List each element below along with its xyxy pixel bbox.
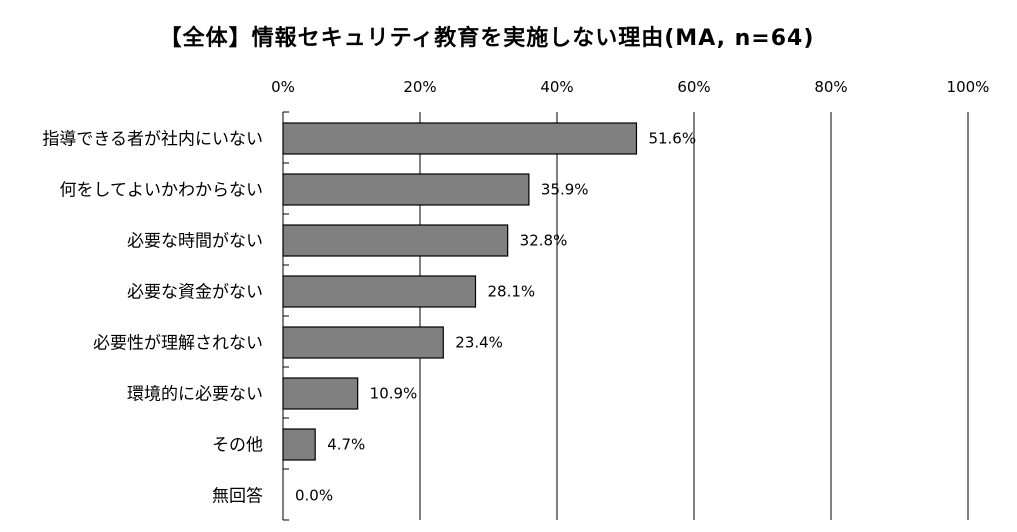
data-label: 28.1% <box>487 283 535 301</box>
bar <box>282 326 444 359</box>
bar <box>282 173 530 206</box>
data-label: 23.4% <box>455 334 503 352</box>
x-tick-label: 80% <box>814 78 847 96</box>
data-labels: 51.6% 35.9% 32.8% 28.1% 23.4% 10.9% 4.7% 0.0% <box>295 130 696 505</box>
category-label: 必要な時間がない <box>127 232 263 252</box>
x-tick-label: 0% <box>271 78 295 96</box>
data-label: 35.9% <box>541 181 589 199</box>
data-label: 32.8% <box>520 232 568 250</box>
bar <box>282 275 477 308</box>
grid-lines <box>282 111 969 521</box>
data-label: 51.6% <box>648 130 696 148</box>
bar <box>282 122 638 155</box>
x-tick-label: 100% <box>947 78 990 96</box>
x-axis-ticks: 0% 20% 40% 60% 80% 100% <box>271 78 989 96</box>
bar <box>282 224 509 257</box>
category-label: 必要性が理解されない <box>93 334 263 354</box>
x-tick-label: 40% <box>540 78 573 96</box>
data-label: 0.0% <box>295 487 333 505</box>
bars <box>282 122 638 461</box>
category-label: 何をしてよいかわからない <box>60 181 264 201</box>
category-label: 指導できる者が社内にいない <box>42 130 263 150</box>
data-label: 4.7% <box>327 436 365 454</box>
bar <box>282 377 359 410</box>
category-labels: 指導できる者が社内にいない何をしてよいかわからない必要な時間がない必要な資金がな… <box>42 130 263 507</box>
category-label: 必要な資金がない <box>127 283 263 303</box>
x-tick-label: 60% <box>677 78 710 96</box>
category-label: 無回答 <box>212 487 263 507</box>
x-tick-label: 20% <box>403 78 436 96</box>
data-label: 10.9% <box>370 385 418 403</box>
category-label: その他 <box>212 436 263 456</box>
category-label: 環境的に必要ない <box>127 385 263 405</box>
chart-title: 【全体】情報セキュリティ教育を実施しない理由(MA, n=64) <box>160 25 815 51</box>
bar <box>282 428 316 461</box>
